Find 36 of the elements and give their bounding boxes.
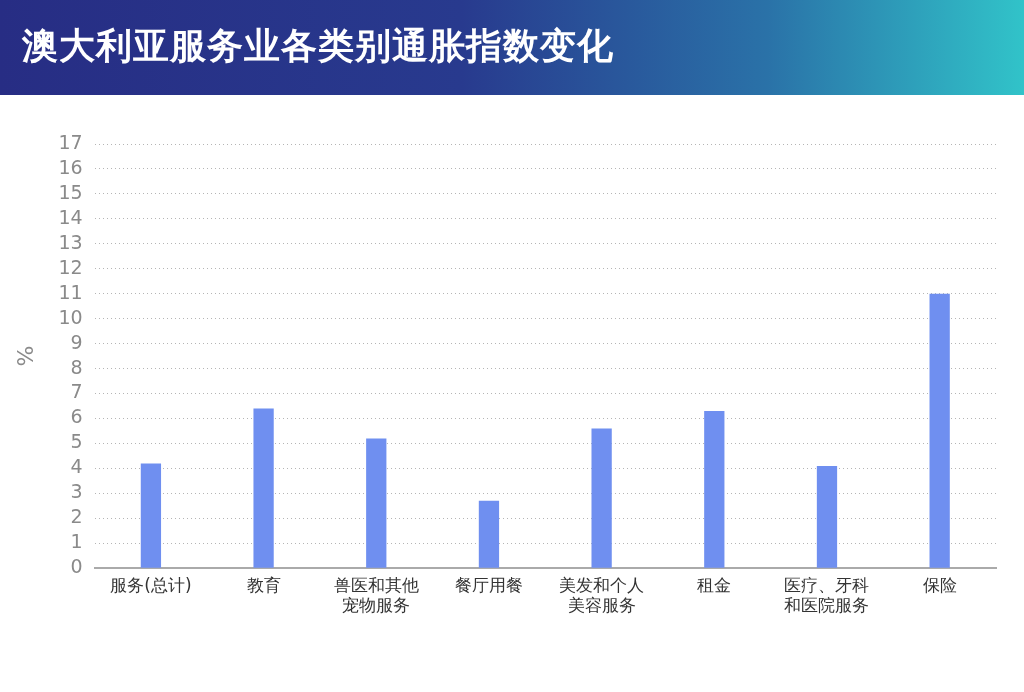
y-tick-label: 17 — [58, 130, 83, 153]
y-tick-label: 5 — [70, 430, 83, 453]
y-tick-label: 8 — [70, 355, 83, 378]
x-tick-label: 餐厅用餐 — [454, 574, 523, 595]
x-tick-label: 服务(总计) — [110, 574, 192, 595]
y-tick-label: 3 — [70, 480, 83, 503]
bar — [253, 408, 274, 568]
y-axis-title: % — [12, 345, 38, 367]
y-tick-label: 12 — [58, 255, 83, 278]
bar — [929, 293, 950, 568]
y-tick-label: 11 — [58, 280, 83, 303]
y-tick-label: 14 — [58, 205, 83, 228]
x-tick-label: 医疗、牙科和医院服务 — [784, 574, 870, 616]
y-tick-label: 4 — [70, 455, 83, 478]
y-tick-label: 6 — [70, 405, 83, 428]
chart-title: 澳大利亚服务业各类别通胀指数变化 — [22, 24, 614, 68]
y-tick-label: 2 — [70, 505, 83, 528]
y-tick-label: 0 — [70, 555, 83, 578]
y-tick-label: 10 — [58, 305, 83, 328]
x-tick-label: 美发和个人美容服务 — [559, 574, 645, 616]
bar — [591, 428, 612, 568]
y-tick-label: 7 — [70, 380, 83, 403]
x-tick-label: 教育 — [246, 574, 281, 595]
y-tick-label: 16 — [58, 155, 83, 178]
x-tick-label: 保险 — [922, 574, 957, 595]
bar — [366, 438, 387, 568]
y-tick-label: 9 — [70, 330, 83, 353]
x-tick-label: 兽医和其他宠物服务 — [333, 574, 419, 616]
y-tick-label: 13 — [58, 230, 83, 253]
x-tick-label: 租金 — [697, 574, 732, 595]
bar — [140, 463, 162, 568]
y-tick-label: 1 — [70, 530, 83, 553]
bar — [704, 411, 725, 568]
bar — [816, 465, 838, 568]
y-tick-label: 15 — [58, 180, 83, 203]
bar — [478, 500, 500, 568]
